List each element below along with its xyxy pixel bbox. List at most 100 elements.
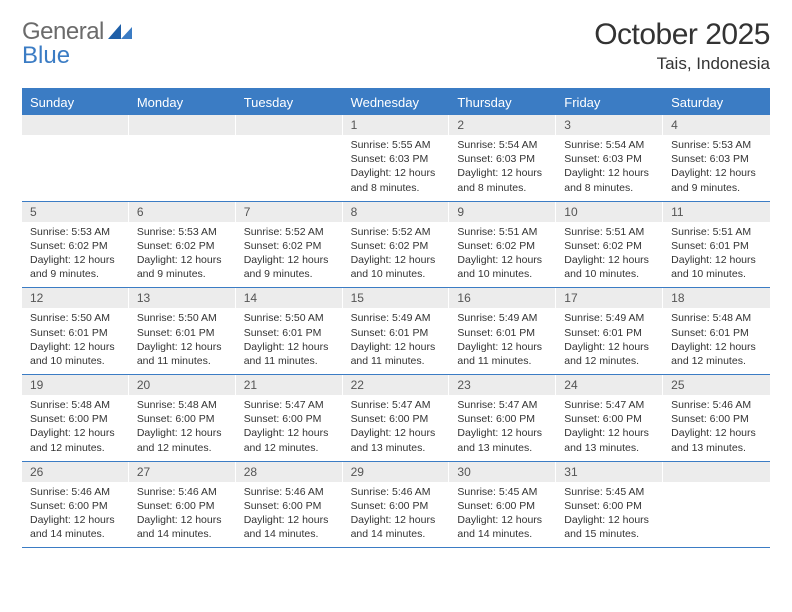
day-number: 19 (22, 375, 129, 395)
sunset-text: Sunset: 6:03 PM (351, 152, 442, 166)
day-body (236, 135, 343, 144)
header: General October 2025 Tais, Indonesia (22, 18, 770, 74)
sunrise-text: Sunrise: 5:50 AM (30, 311, 121, 325)
sunrise-text: Sunrise: 5:50 AM (137, 311, 228, 325)
day-number: 21 (236, 375, 343, 395)
day-body (663, 482, 770, 491)
day-number: 8 (343, 202, 450, 222)
sunrise-text: Sunrise: 5:51 AM (564, 225, 655, 239)
sunset-text: Sunset: 6:02 PM (30, 239, 121, 253)
sunrise-text: Sunrise: 5:53 AM (30, 225, 121, 239)
daylight-text: Daylight: 12 hours and 13 minutes. (351, 426, 442, 454)
daylight-text: Daylight: 12 hours and 9 minutes. (244, 253, 335, 281)
daylight-text: Daylight: 12 hours and 12 minutes. (244, 426, 335, 454)
day-body: Sunrise: 5:53 AMSunset: 6:02 PMDaylight:… (129, 222, 236, 288)
weekday-header-row: Sunday Monday Tuesday Wednesday Thursday… (22, 90, 770, 115)
day-body: Sunrise: 5:46 AMSunset: 6:00 PMDaylight:… (236, 482, 343, 548)
day-body: Sunrise: 5:51 AMSunset: 6:01 PMDaylight:… (663, 222, 770, 288)
day-body: Sunrise: 5:50 AMSunset: 6:01 PMDaylight:… (236, 308, 343, 374)
day-body: Sunrise: 5:50 AMSunset: 6:01 PMDaylight:… (22, 308, 129, 374)
day-cell: 24Sunrise: 5:47 AMSunset: 6:00 PMDayligh… (556, 375, 663, 461)
day-body: Sunrise: 5:49 AMSunset: 6:01 PMDaylight:… (556, 308, 663, 374)
day-cell: 26Sunrise: 5:46 AMSunset: 6:00 PMDayligh… (22, 462, 129, 548)
day-cell: 9Sunrise: 5:51 AMSunset: 6:02 PMDaylight… (449, 202, 556, 288)
daylight-text: Daylight: 12 hours and 10 minutes. (564, 253, 655, 281)
sunset-text: Sunset: 6:00 PM (351, 499, 442, 513)
day-body: Sunrise: 5:52 AMSunset: 6:02 PMDaylight:… (343, 222, 450, 288)
daylight-text: Daylight: 12 hours and 11 minutes. (457, 340, 548, 368)
day-number: 23 (449, 375, 556, 395)
daylight-text: Daylight: 12 hours and 13 minutes. (457, 426, 548, 454)
day-body: Sunrise: 5:51 AMSunset: 6:02 PMDaylight:… (556, 222, 663, 288)
day-cell: 14Sunrise: 5:50 AMSunset: 6:01 PMDayligh… (236, 288, 343, 374)
day-number (663, 462, 770, 482)
weekday-label: Wednesday (343, 90, 450, 115)
day-body: Sunrise: 5:47 AMSunset: 6:00 PMDaylight:… (449, 395, 556, 461)
day-body: Sunrise: 5:48 AMSunset: 6:00 PMDaylight:… (129, 395, 236, 461)
day-number: 5 (22, 202, 129, 222)
daylight-text: Daylight: 12 hours and 14 minutes. (137, 513, 228, 541)
sunset-text: Sunset: 6:02 PM (457, 239, 548, 253)
day-cell: 27Sunrise: 5:46 AMSunset: 6:00 PMDayligh… (129, 462, 236, 548)
day-cell (663, 462, 770, 548)
day-number: 9 (449, 202, 556, 222)
sunset-text: Sunset: 6:03 PM (457, 152, 548, 166)
sunrise-text: Sunrise: 5:48 AM (137, 398, 228, 412)
weekday-label: Thursday (449, 90, 556, 115)
week-row: 1Sunrise: 5:55 AMSunset: 6:03 PMDaylight… (22, 115, 770, 202)
sunrise-text: Sunrise: 5:49 AM (564, 311, 655, 325)
week-row: 12Sunrise: 5:50 AMSunset: 6:01 PMDayligh… (22, 288, 770, 375)
sunrise-text: Sunrise: 5:51 AM (671, 225, 762, 239)
sunrise-text: Sunrise: 5:52 AM (351, 225, 442, 239)
day-number: 30 (449, 462, 556, 482)
daylight-text: Daylight: 12 hours and 8 minutes. (564, 166, 655, 194)
day-cell: 29Sunrise: 5:46 AMSunset: 6:00 PMDayligh… (343, 462, 450, 548)
day-body: Sunrise: 5:53 AMSunset: 6:02 PMDaylight:… (22, 222, 129, 288)
sunset-text: Sunset: 6:03 PM (564, 152, 655, 166)
sunrise-text: Sunrise: 5:54 AM (457, 138, 548, 152)
sunset-text: Sunset: 6:00 PM (30, 499, 121, 513)
day-body: Sunrise: 5:47 AMSunset: 6:00 PMDaylight:… (343, 395, 450, 461)
day-body: Sunrise: 5:46 AMSunset: 6:00 PMDaylight:… (22, 482, 129, 548)
daylight-text: Daylight: 12 hours and 9 minutes. (137, 253, 228, 281)
day-number: 18 (663, 288, 770, 308)
day-number: 24 (556, 375, 663, 395)
day-body: Sunrise: 5:50 AMSunset: 6:01 PMDaylight:… (129, 308, 236, 374)
day-body: Sunrise: 5:53 AMSunset: 6:03 PMDaylight:… (663, 135, 770, 201)
weekday-label: Monday (129, 90, 236, 115)
day-cell: 21Sunrise: 5:47 AMSunset: 6:00 PMDayligh… (236, 375, 343, 461)
daylight-text: Daylight: 12 hours and 14 minutes. (351, 513, 442, 541)
daylight-text: Daylight: 12 hours and 10 minutes. (351, 253, 442, 281)
daylight-text: Daylight: 12 hours and 8 minutes. (351, 166, 442, 194)
day-body: Sunrise: 5:54 AMSunset: 6:03 PMDaylight:… (449, 135, 556, 201)
day-cell: 12Sunrise: 5:50 AMSunset: 6:01 PMDayligh… (22, 288, 129, 374)
daylight-text: Daylight: 12 hours and 13 minutes. (564, 426, 655, 454)
weekday-label: Friday (556, 90, 663, 115)
day-cell: 2Sunrise: 5:54 AMSunset: 6:03 PMDaylight… (449, 115, 556, 201)
sunset-text: Sunset: 6:00 PM (244, 499, 335, 513)
month-title: October 2025 (594, 18, 770, 52)
sunset-text: Sunset: 6:03 PM (671, 152, 762, 166)
sunrise-text: Sunrise: 5:45 AM (457, 485, 548, 499)
sunrise-text: Sunrise: 5:50 AM (244, 311, 335, 325)
sunset-text: Sunset: 6:01 PM (137, 326, 228, 340)
sunrise-text: Sunrise: 5:46 AM (244, 485, 335, 499)
day-body: Sunrise: 5:46 AMSunset: 6:00 PMDaylight:… (343, 482, 450, 548)
day-cell: 6Sunrise: 5:53 AMSunset: 6:02 PMDaylight… (129, 202, 236, 288)
day-cell: 7Sunrise: 5:52 AMSunset: 6:02 PMDaylight… (236, 202, 343, 288)
location-label: Tais, Indonesia (594, 54, 770, 74)
sunset-text: Sunset: 6:02 PM (244, 239, 335, 253)
sunset-text: Sunset: 6:00 PM (351, 412, 442, 426)
day-number: 17 (556, 288, 663, 308)
sunset-text: Sunset: 6:00 PM (564, 412, 655, 426)
week-row: 19Sunrise: 5:48 AMSunset: 6:00 PMDayligh… (22, 375, 770, 462)
sunset-text: Sunset: 6:00 PM (564, 499, 655, 513)
day-number: 7 (236, 202, 343, 222)
daylight-text: Daylight: 12 hours and 10 minutes. (671, 253, 762, 281)
day-cell: 25Sunrise: 5:46 AMSunset: 6:00 PMDayligh… (663, 375, 770, 461)
day-body: Sunrise: 5:46 AMSunset: 6:00 PMDaylight:… (663, 395, 770, 461)
daylight-text: Daylight: 12 hours and 9 minutes. (30, 253, 121, 281)
daylight-text: Daylight: 12 hours and 10 minutes. (30, 340, 121, 368)
sunrise-text: Sunrise: 5:51 AM (457, 225, 548, 239)
day-number: 1 (343, 115, 450, 135)
